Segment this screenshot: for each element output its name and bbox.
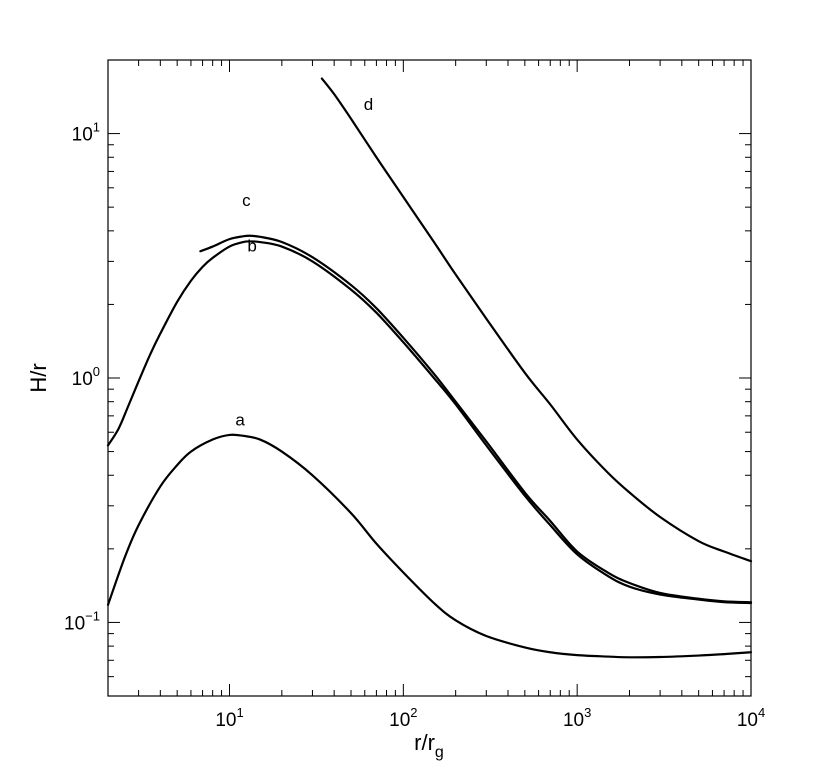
- y-tick-label: 10−1: [64, 608, 100, 634]
- curve-b: [106, 240, 753, 605]
- x-tick-label: 103: [563, 705, 591, 731]
- x-tick-label: 101: [215, 705, 243, 731]
- curve-a: [106, 433, 753, 659]
- curve-label-b: b: [247, 236, 256, 255]
- x-axis-title: r/rg: [414, 730, 444, 761]
- y-axis-title: H/r: [26, 363, 51, 392]
- y-tick-label: 100: [72, 364, 100, 390]
- curve-d: [320, 77, 753, 563]
- curve-label-d: d: [364, 95, 373, 114]
- x-tick-label: 102: [389, 705, 417, 731]
- plot-frame: [107, 59, 752, 697]
- curve-label-c: c: [242, 191, 251, 210]
- curve-c: [199, 234, 753, 604]
- curve-label-a: a: [235, 410, 245, 429]
- axis-ticks: [107, 59, 752, 697]
- y-tick-label: 101: [72, 120, 100, 146]
- x-axis-title-main: r/r: [414, 730, 435, 755]
- tick-labels: 101 102 103 104 10−1 100 101: [64, 120, 765, 731]
- x-axis-title-sub: g: [435, 744, 444, 761]
- curve-labels: a b c d: [235, 95, 373, 429]
- x-tick-label: 104: [737, 705, 765, 731]
- curves: [106, 77, 753, 659]
